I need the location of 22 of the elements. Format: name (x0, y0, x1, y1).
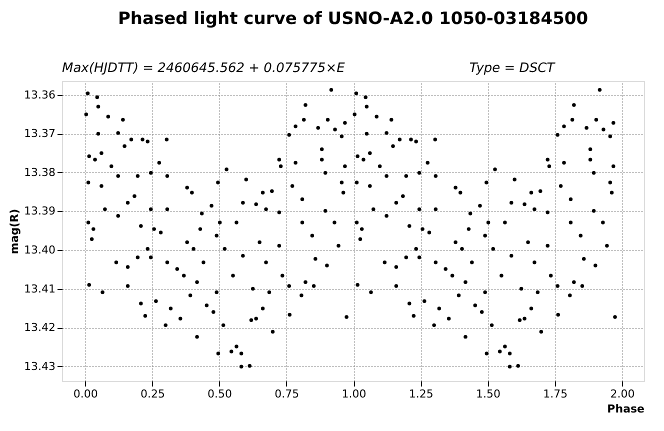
y-tick-label: 13.42 (24, 321, 56, 334)
y-tick-label: 13.38 (24, 166, 56, 179)
x-tick-label: 1.25 (408, 388, 434, 400)
y-tick-label: 13.41 (24, 282, 56, 296)
x-tick-label: 1.75 (543, 388, 568, 400)
x-tick-label: 2.00 (610, 388, 635, 400)
x-tick-label: 0.75 (274, 388, 300, 400)
text: Type = DSCT (469, 61, 556, 76)
y-tick-label: 13.40 (24, 243, 56, 256)
x-tick-label: 1.50 (476, 388, 501, 400)
text: Max(HJDTT) = 2460645.562 + 0.075775×E (62, 61, 346, 76)
y-tick-label: 13.36 (24, 88, 56, 102)
x-axis-title: Phase (607, 402, 644, 416)
x-tick-label: 0.50 (208, 388, 232, 400)
y-tick-label: 13.37 (24, 127, 56, 140)
y-tick-label: 13.39 (24, 204, 56, 218)
y-tick-label: 13.43 (24, 360, 56, 373)
x-tick-label: 0.00 (73, 388, 98, 400)
x-tick-label: 0.25 (140, 388, 165, 400)
y-axis-title: mag(R) (8, 208, 22, 254)
chart-title: Phased light curve of USNO-A2.0 1050-03184500 (118, 9, 588, 29)
x-tick-label: 1.00 (342, 388, 366, 400)
